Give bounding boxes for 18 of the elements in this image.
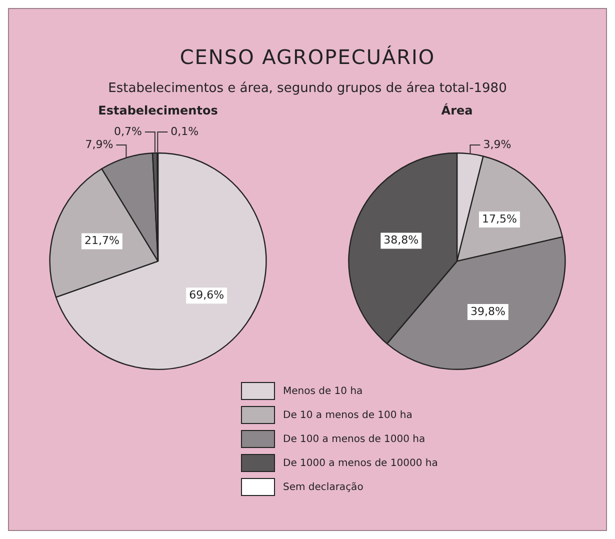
data-label: 0,1% xyxy=(170,124,199,138)
legend-label: De 100 a menos de 1000 ha xyxy=(283,434,426,444)
data-label: 21,7% xyxy=(84,234,120,248)
data-label: 38,8% xyxy=(383,234,418,247)
legend-label: De 1000 a menos de 10000 ha xyxy=(283,458,438,468)
legend-label: Sem declaração xyxy=(283,482,364,492)
chart-title: Estabelecimentos xyxy=(98,103,218,118)
data-label: 3,9% xyxy=(482,138,511,151)
data-label: 69,6% xyxy=(189,288,224,302)
legend-label: Menos de 10 ha xyxy=(283,386,363,396)
data-label: 7,9% xyxy=(85,138,114,151)
text: Estabelecimentos e área, segundo grupos de área total-1980 xyxy=(107,81,508,96)
data-label: 39,8% xyxy=(470,304,506,318)
data-label: 17,5% xyxy=(482,212,517,226)
data-label: 0,7% xyxy=(114,124,142,138)
text: CENSO AGROPECUÁRIO xyxy=(178,45,436,69)
chart-title: Área xyxy=(441,102,472,118)
legend-label: De 10 a menos de 100 ha xyxy=(283,410,412,420)
